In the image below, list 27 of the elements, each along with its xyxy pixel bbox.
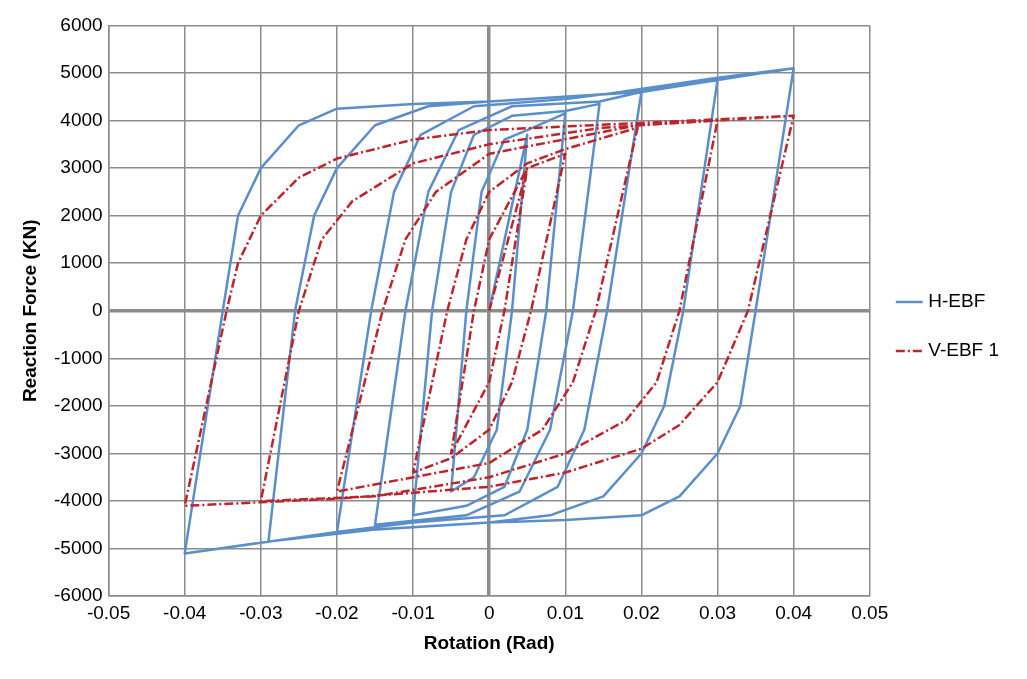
legend-label: V-EBF 1: [928, 339, 999, 361]
x-tick-label: 0: [483, 601, 495, 623]
y-tick-label: 6000: [60, 13, 103, 35]
x-tick-label: -0.01: [391, 601, 435, 623]
y-tick-label: 2000: [60, 203, 103, 225]
y-tick-label: 1000: [60, 251, 103, 273]
x-tick-label: -0.03: [239, 601, 283, 623]
legend-label: H-EBF: [928, 290, 986, 312]
y-tick-label: 3000: [60, 156, 103, 178]
y-axis-title: Reaction Force (KN): [18, 219, 40, 403]
x-tick-label: 0.03: [699, 601, 737, 623]
x-tick-label: 0.01: [546, 601, 584, 623]
y-tick-label: 0: [92, 299, 103, 321]
x-tick-label: -0.04: [163, 601, 207, 623]
line-series: [183, 114, 795, 508]
y-tick-label: -1000: [53, 346, 103, 368]
x-tick-label: 0.04: [775, 601, 813, 623]
x-axis-title: Rotation (Rad): [423, 632, 555, 654]
y-tick-label: -3000: [53, 441, 103, 463]
y-tick-label: 5000: [60, 61, 103, 83]
x-tick-label: -0.02: [315, 601, 359, 623]
y-tick-label: -2000: [53, 394, 103, 416]
y-tick-label: -5000: [53, 536, 103, 558]
y-tick-label: 4000: [60, 108, 103, 130]
x-tick-label: 0.05: [851, 601, 889, 623]
x-tick-label: 0.02: [622, 601, 660, 623]
y-tick-label: -4000: [53, 489, 103, 511]
